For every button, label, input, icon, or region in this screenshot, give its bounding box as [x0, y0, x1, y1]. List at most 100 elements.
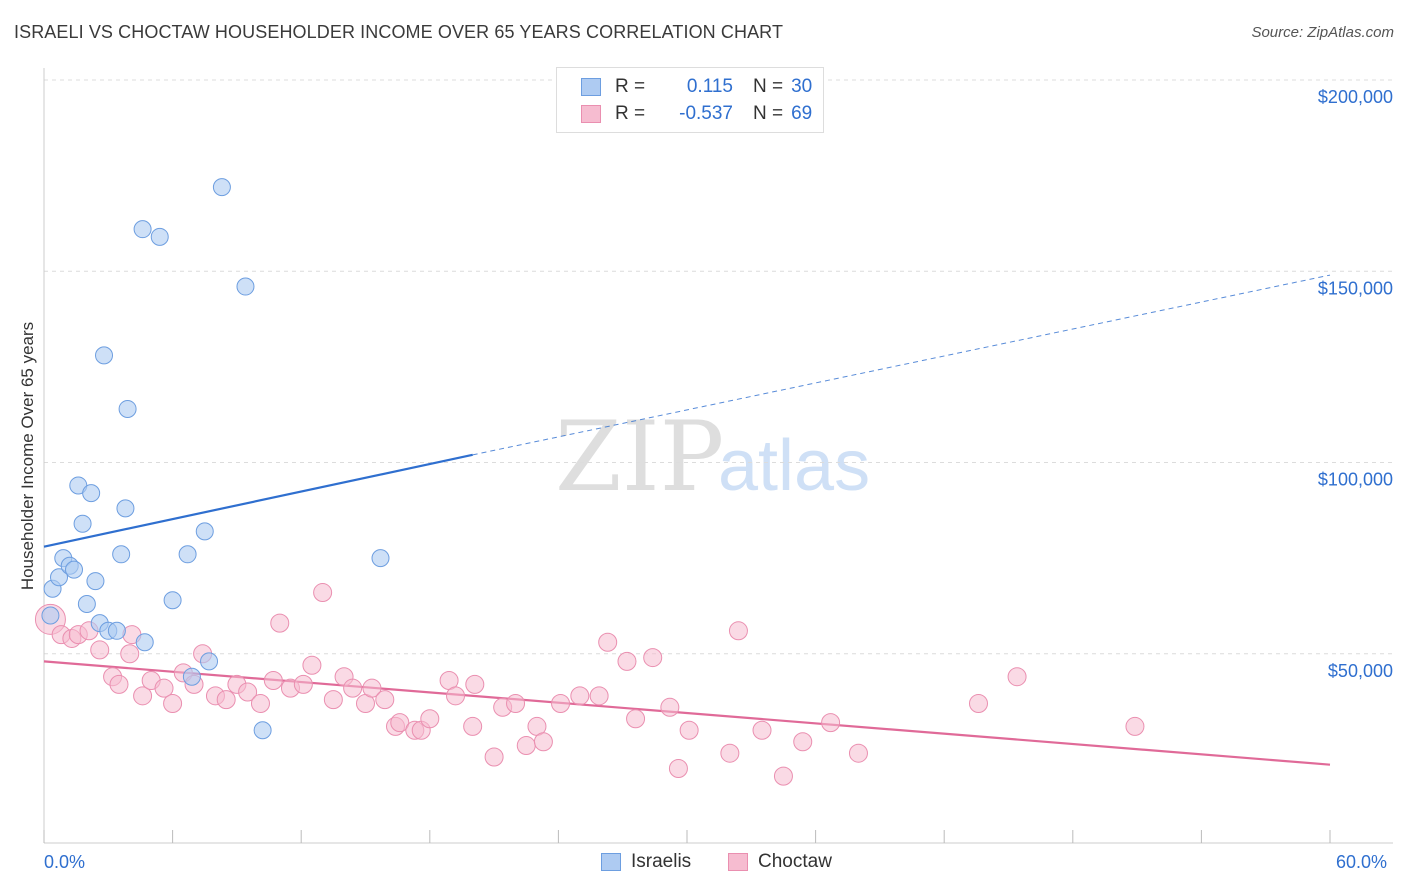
- choctaw-point: [323, 690, 343, 710]
- choctaw-point: [848, 743, 868, 763]
- choctaw-point: [773, 766, 793, 786]
- choctaw-point: [293, 674, 313, 694]
- y-axis-label: Householder Income Over 65 years: [18, 321, 37, 591]
- choctaw-point: [551, 693, 571, 713]
- israelis-r-value: 0.115: [686, 76, 733, 97]
- choctaw-point: [1125, 716, 1145, 736]
- israelis-point: [212, 178, 231, 197]
- bottom-israelis-swatch: [601, 853, 621, 871]
- israelis-point: [73, 514, 92, 533]
- israelis-n-label: N =: [753, 76, 784, 97]
- choctaw-point: [446, 686, 466, 706]
- choctaw-point: [465, 674, 485, 694]
- israelis-r-label: R =: [615, 76, 646, 97]
- israelis-point: [107, 621, 126, 640]
- israelis-point: [371, 549, 390, 568]
- choctaw-point: [238, 682, 258, 702]
- x-axis-min-label: 0.0%: [44, 852, 86, 872]
- israelis-point: [182, 667, 201, 686]
- israelis-point: [41, 606, 60, 625]
- israelis-point: [178, 545, 197, 564]
- choctaw-point: [617, 651, 637, 671]
- choctaw-point: [375, 690, 395, 710]
- choctaw-point: [163, 693, 183, 713]
- chart-title: ISRAELI VS CHOCTAW HOUSEHOLDER INCOME OV…: [14, 22, 784, 42]
- y-tick-label-50000: $50,000: [1328, 661, 1393, 681]
- choctaw-r-label: R =: [615, 103, 646, 124]
- choctaw-point: [90, 640, 110, 660]
- israelis-point: [133, 220, 152, 239]
- choctaw-point: [420, 709, 440, 729]
- choctaw-point: [302, 655, 322, 675]
- israelis-point: [112, 545, 131, 564]
- watermark-zip: ZIP: [555, 401, 724, 513]
- choctaw-point: [313, 583, 333, 603]
- choctaw-point: [821, 713, 841, 733]
- israelis-trend-line-extended: [472, 274, 1331, 456]
- bottom-legend-israelis: Israelis: [601, 851, 691, 873]
- correlation-legend: R = 0.115 N = 30 R = -0.537 N = 69: [556, 67, 824, 133]
- choctaw-point: [752, 720, 772, 740]
- israelis-swatch: [581, 78, 601, 96]
- y-tick-label-100000: $100,000: [1318, 470, 1393, 490]
- choctaw-point: [390, 713, 410, 733]
- choctaw-point: [362, 678, 382, 698]
- choctaw-point: [506, 693, 526, 713]
- y-tick-label-200000: $200,000: [1318, 87, 1393, 107]
- choctaw-swatch: [581, 105, 601, 123]
- israelis-point: [236, 277, 255, 296]
- legend-row-israelis: R = 0.115 N = 30: [581, 75, 812, 99]
- choctaw-trend-line: [43, 660, 1331, 766]
- choctaw-point: [720, 743, 740, 763]
- israelis-point: [200, 652, 219, 671]
- choctaw-point: [133, 686, 153, 706]
- choctaw-point: [270, 613, 290, 633]
- choctaw-point: [643, 648, 663, 668]
- choctaw-point: [1007, 667, 1027, 687]
- choctaw-point: [463, 716, 483, 736]
- choctaw-n-label: N =: [753, 103, 784, 124]
- x-axis-max-label: 60.0%: [1336, 852, 1388, 872]
- choctaw-point: [626, 709, 646, 729]
- choctaw-point: [250, 693, 270, 713]
- israelis-n-value: 30: [791, 76, 813, 97]
- choctaw-point: [679, 720, 699, 740]
- source-label: Source: ZipAtlas.com: [1251, 24, 1394, 41]
- israelis-point: [150, 227, 169, 246]
- israelis-point: [86, 572, 105, 591]
- choctaw-point: [660, 697, 680, 717]
- israelis-point: [253, 721, 272, 740]
- israelis-point: [95, 346, 114, 365]
- bottom-choctaw-label: Choctaw: [758, 851, 832, 872]
- choctaw-point: [516, 736, 536, 756]
- choctaw-point: [598, 632, 618, 652]
- choctaw-r-value: -0.537: [679, 103, 733, 124]
- israelis-point: [135, 633, 154, 652]
- choctaw-point: [120, 644, 140, 664]
- israelis-point: [82, 484, 101, 503]
- legend-row-choctaw: R = -0.537 N = 69: [581, 102, 812, 126]
- israelis-trend-line: [43, 453, 473, 548]
- y-tick-label-150000: $150,000: [1318, 278, 1393, 298]
- choctaw-point: [793, 732, 813, 752]
- israelis-point: [77, 595, 96, 614]
- choctaw-n-value: 69: [791, 103, 813, 124]
- bottom-legend-choctaw: Choctaw: [728, 851, 832, 873]
- israelis-point: [116, 499, 135, 518]
- choctaw-point: [263, 671, 283, 691]
- israelis-point: [50, 568, 69, 587]
- choctaw-point: [570, 686, 590, 706]
- choctaw-point: [154, 678, 174, 698]
- bottom-israelis-label: Israelis: [631, 851, 692, 872]
- israelis-point: [163, 591, 182, 610]
- israelis-point: [118, 399, 137, 418]
- choctaw-point: [533, 732, 553, 752]
- bottom-choctaw-swatch: [728, 853, 748, 871]
- choctaw-point: [216, 690, 236, 710]
- choctaw-point: [968, 693, 988, 713]
- choctaw-point: [484, 747, 504, 767]
- israelis-point: [195, 522, 214, 541]
- choctaw-point: [343, 678, 363, 698]
- watermark-atlas: atlas: [718, 426, 870, 506]
